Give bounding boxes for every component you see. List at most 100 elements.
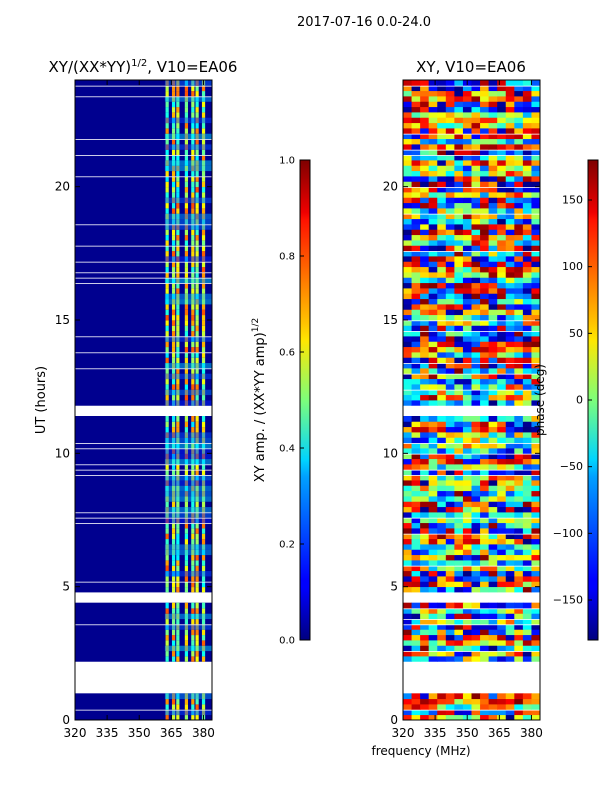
heatmap-cell xyxy=(497,389,507,396)
heatmap-cell xyxy=(437,85,447,92)
heatmap-cell xyxy=(445,336,455,342)
heatmap-cell xyxy=(403,282,413,289)
heatmap-cell xyxy=(522,229,532,236)
heatmap-cell xyxy=(411,101,421,108)
heatmap-cell xyxy=(514,277,524,284)
heatmap-cell xyxy=(165,533,169,540)
heatmap-cell xyxy=(514,544,524,550)
heatmap-cell xyxy=(428,277,438,284)
heatmap-cell xyxy=(428,122,438,129)
heatmap-cell xyxy=(403,133,413,140)
heatmap-row xyxy=(75,266,212,273)
heatmap-cell xyxy=(497,309,507,316)
heatmap-cell xyxy=(462,698,472,705)
heatmap-cell xyxy=(445,106,455,113)
heatmap-cell xyxy=(454,432,464,438)
flag-line xyxy=(75,512,212,514)
heatmap-cell xyxy=(165,698,169,705)
heatmap-cell xyxy=(462,122,472,129)
heatmap-cell xyxy=(531,181,540,188)
heatmap-cell xyxy=(165,154,169,161)
heatmap-cell xyxy=(514,714,524,720)
heatmap-cell xyxy=(445,453,455,460)
heatmap-cell xyxy=(191,170,195,177)
heatmap-cell xyxy=(471,613,481,620)
heatmap-cell xyxy=(505,133,515,140)
heatmap-cell xyxy=(462,309,472,316)
left-colorbar-label-superscript: 1/2 xyxy=(251,318,261,332)
heatmap-row xyxy=(75,154,212,161)
heatmap-cell xyxy=(403,490,413,497)
heatmap-cell xyxy=(462,528,472,534)
heatmap-cell xyxy=(411,208,421,214)
heatmap-cell xyxy=(411,330,421,337)
heatmap-cell xyxy=(471,618,481,625)
heatmap-cell xyxy=(471,229,481,236)
heatmap-cell xyxy=(437,480,447,486)
heatmap-cell xyxy=(195,208,199,214)
heatmap-cell xyxy=(522,266,532,273)
left-colorbar-label: XY amp. / (XX*YY amp)1/2 xyxy=(251,318,268,482)
heatmap-cell xyxy=(505,362,515,369)
heatmap-cell xyxy=(164,165,212,172)
heatmap-cell xyxy=(191,704,195,710)
heatmap-cell xyxy=(191,698,195,705)
heatmap-cell xyxy=(454,624,464,630)
heatmap-cell xyxy=(471,341,481,348)
heatmap-cell xyxy=(454,704,464,710)
heatmap-cell xyxy=(462,464,472,470)
heatmap-cell xyxy=(411,298,421,305)
heatmap-cell xyxy=(505,549,515,556)
heatmap-cell xyxy=(428,336,438,342)
heatmap-cell xyxy=(522,453,532,460)
heatmap-cell xyxy=(445,192,455,198)
heatmap-cell xyxy=(497,613,507,620)
heatmap-cell xyxy=(445,416,455,422)
heatmap-cell xyxy=(488,629,498,636)
heatmap-cell xyxy=(195,469,199,476)
heatmap-cell xyxy=(437,106,447,113)
heatmap-cell xyxy=(505,272,515,278)
heatmap-cell xyxy=(171,581,176,588)
heatmap-row xyxy=(75,245,212,252)
heatmap-cell xyxy=(514,176,524,182)
heatmap-cell xyxy=(488,501,498,508)
heatmap-row xyxy=(75,277,212,284)
heatmap-cell xyxy=(454,464,464,470)
heatmap-cell xyxy=(505,485,515,492)
heatmap-cell xyxy=(471,640,481,646)
heatmap-cell xyxy=(195,272,199,278)
heatmap-cell xyxy=(488,309,498,316)
heatmap-cell xyxy=(420,650,430,657)
heatmap-cell xyxy=(531,602,540,609)
heatmap-cell xyxy=(164,218,212,225)
heatmap-cell xyxy=(437,416,447,422)
heatmap-cell xyxy=(514,560,524,566)
heatmap-cell xyxy=(531,693,540,700)
heatmap-cell xyxy=(445,389,455,396)
heatmap-cell xyxy=(514,533,524,540)
heatmap-cell xyxy=(420,277,430,284)
heatmap-cell xyxy=(497,245,507,252)
heatmap-cell xyxy=(514,181,524,188)
heatmap-cell xyxy=(454,522,464,529)
heatmap-cell xyxy=(497,197,507,204)
heatmap-cell xyxy=(164,437,212,444)
heatmap-cell xyxy=(165,501,169,508)
heatmap-cell xyxy=(403,149,413,156)
heatmap-cell xyxy=(471,154,481,161)
heatmap-cell xyxy=(445,202,455,209)
heatmap-cell xyxy=(420,176,430,182)
heatmap-cell xyxy=(428,709,438,716)
heatmap-cell xyxy=(471,250,481,257)
heatmap-cell xyxy=(164,117,212,124)
heatmap-cell xyxy=(164,544,212,550)
heatmap-cell xyxy=(471,458,481,465)
heatmap-cell xyxy=(505,416,515,422)
flag-line xyxy=(75,282,212,284)
heatmap-row xyxy=(75,618,212,625)
heatmap-cell xyxy=(445,298,455,305)
heatmap-cell xyxy=(191,154,195,161)
heatmap-cell xyxy=(411,266,421,273)
heatmap-cell xyxy=(420,304,430,310)
